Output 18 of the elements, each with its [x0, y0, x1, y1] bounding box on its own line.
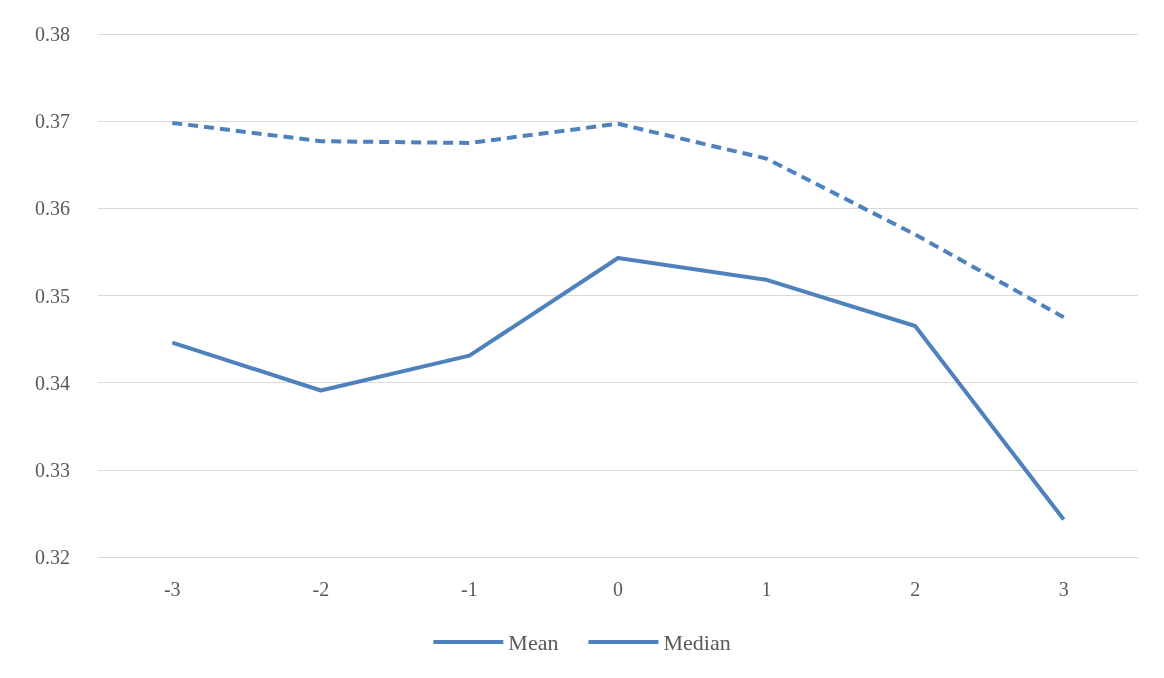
x-tick-label: -2 [312, 578, 330, 600]
x-tick-label: 1 [761, 578, 772, 600]
y-tick-label: 0.37 [35, 110, 70, 133]
x-tick-label: 0 [613, 578, 623, 600]
legend-label: Median [663, 629, 731, 655]
y-tick-label: 0.35 [35, 284, 70, 307]
legend-label: Mean [508, 629, 559, 655]
x-tick-label: -1 [461, 578, 478, 600]
y-tick-label: 0.36 [35, 197, 70, 220]
line-series [170, 120, 1066, 320]
y-tick-label: 0.38 [35, 23, 70, 45]
x-tick-label: 3 [1058, 578, 1069, 600]
x-tick-label: 2 [910, 578, 921, 600]
y-tick-label: 0.32 [35, 546, 70, 568]
y-tick-label: 0.34 [35, 371, 70, 394]
x-tick-label: -3 [163, 578, 181, 600]
line-series [170, 256, 1066, 522]
y-tick-label: 0.33 [35, 458, 70, 481]
